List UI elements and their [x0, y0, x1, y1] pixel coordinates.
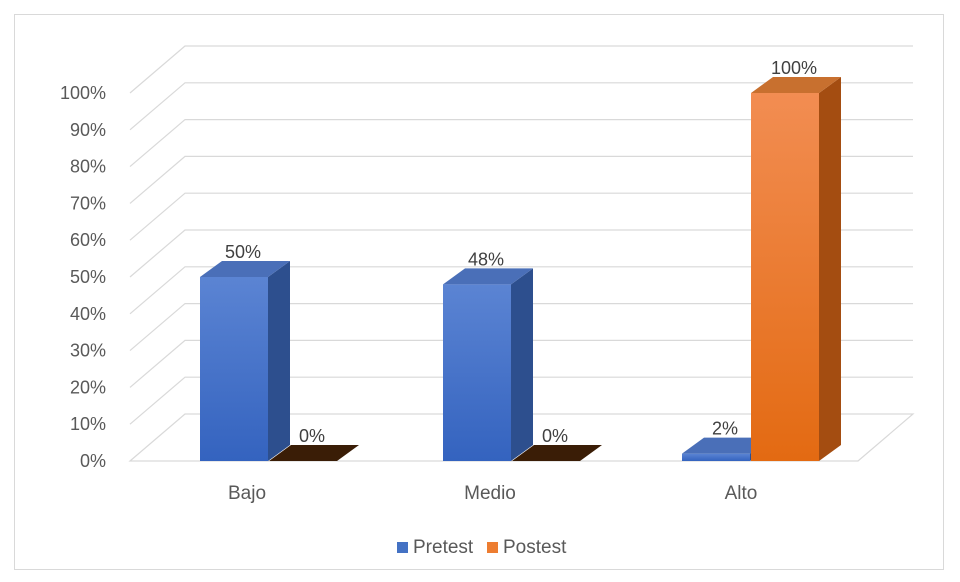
gridline	[129, 229, 913, 278]
y-tick-label: 30%	[70, 341, 106, 361]
gridline	[129, 266, 913, 315]
y-tick-label: 80%	[70, 157, 106, 177]
y-tick-label: 10%	[70, 414, 106, 434]
y-tick-label: 90%	[70, 120, 106, 140]
x-tick-label: Bajo	[228, 483, 266, 504]
gridline	[129, 303, 913, 352]
gridline	[129, 45, 913, 94]
gridline	[129, 82, 913, 131]
y-tick-label: 70%	[70, 193, 106, 213]
data-label: 0%	[542, 426, 568, 446]
bar	[512, 445, 602, 461]
bar	[751, 77, 841, 461]
data-label: 2%	[712, 419, 738, 439]
bar	[200, 261, 290, 461]
y-tick-label: 20%	[70, 377, 106, 397]
y-tick-label: 100%	[60, 83, 106, 103]
gridline	[129, 339, 913, 388]
legend-swatch	[487, 542, 498, 553]
data-label: 0%	[299, 426, 325, 446]
gridline	[129, 118, 913, 168]
y-tick-label: 50%	[70, 267, 106, 287]
legend-label: Pretest	[413, 537, 474, 558]
legend: Pretest Postest	[397, 537, 567, 558]
data-labels: 50% 48% 2% 0% 0% 100%	[225, 58, 817, 446]
floor-plane	[128, 413, 915, 462]
data-label: 100%	[771, 58, 817, 78]
bar	[443, 268, 533, 461]
legend-label: Postest	[503, 537, 567, 558]
y-tick-label: 60%	[70, 230, 106, 250]
x-tick-label: Alto	[725, 483, 758, 504]
gridline	[129, 192, 913, 241]
bar	[269, 445, 359, 461]
y-axis: 0% 10% 20% 30% 40% 50% 60% 70% 80% 90% 100% Bajo Med…	[60, 83, 757, 504]
y-tick-label: 40%	[70, 304, 106, 324]
legend-swatch	[397, 542, 408, 553]
gridline	[129, 376, 913, 425]
gridlines	[128, 45, 915, 462]
data-label: 48%	[468, 249, 504, 269]
data-label: 50%	[225, 242, 261, 262]
x-tick-label: Medio	[464, 483, 516, 504]
bars	[200, 77, 841, 461]
y-tick-label: 0%	[80, 451, 106, 471]
gridline	[129, 155, 913, 204]
